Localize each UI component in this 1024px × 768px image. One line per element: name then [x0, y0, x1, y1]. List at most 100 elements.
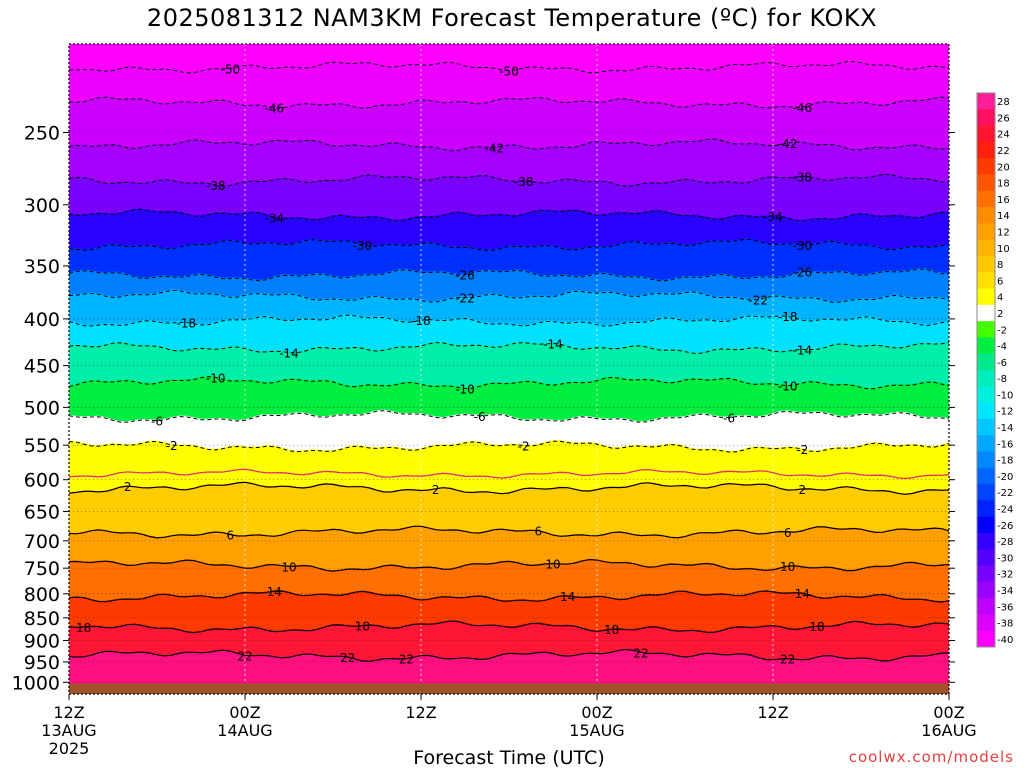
y-tick-label: 700 [24, 531, 60, 553]
colorbar-swatch [977, 500, 995, 517]
colorbar-swatch [977, 467, 995, 485]
y-tick-label: 600 [24, 470, 60, 492]
temperature-band [69, 409, 949, 453]
x-tick-label: 16AUG [921, 721, 976, 740]
isotherm-label: -38 [793, 170, 813, 184]
colorbar-label: -18 [997, 456, 1013, 467]
isotherm-label: 14 [795, 587, 810, 601]
temperature-band [69, 173, 949, 222]
colorbar-swatch [977, 630, 995, 648]
colorbar-swatch [977, 451, 995, 469]
isotherm-label: -10 [455, 382, 475, 396]
colorbar-swatch [977, 353, 995, 371]
temperature-band [69, 590, 949, 634]
colorbar-swatch [977, 549, 995, 566]
isotherm-label: 10 [545, 557, 560, 571]
isotherm-label: -14 [279, 347, 299, 361]
x-tick-label: 12Z [405, 703, 436, 722]
y-tick-label: 250 [24, 122, 60, 144]
isotherm-label: -34 [763, 210, 783, 224]
colorbar-swatch [977, 321, 995, 338]
isotherm-label: 18 [604, 623, 619, 637]
isotherm-label: 2 [799, 483, 807, 497]
isotherm-label: -10 [206, 372, 226, 386]
isotherm-line [69, 648, 949, 662]
isotherm-label: -6 [151, 415, 163, 429]
temperature-band [69, 96, 949, 152]
isotherm-label: 22 [633, 646, 648, 660]
colorbar-swatch [977, 386, 995, 403]
y-tick-label: 650 [24, 501, 60, 523]
colorbar-label: -12 [997, 407, 1013, 418]
colorbar-label: -10 [997, 390, 1013, 401]
colorbar-swatch [977, 190, 995, 208]
x-axis-label: Forecast Time (UTC) [413, 747, 604, 768]
grid-lines [69, 44, 949, 694]
temperature-band [69, 525, 949, 573]
isotherm-label: -18 [411, 314, 431, 328]
colorbar-label: -22 [997, 488, 1013, 499]
temperature-band [69, 138, 949, 188]
colorbar-label: 10 [997, 244, 1010, 255]
isotherm-label: -6 [723, 412, 735, 426]
colorbar-label: -14 [997, 423, 1013, 434]
isotherm-label: 22 [399, 653, 414, 667]
isotherm-label: -42 [778, 137, 798, 151]
isotherm-label: 10 [281, 560, 296, 574]
isotherm-contours: -50 -50 -46 -46 -42 -42 -38 -38 -38 -34 -34 -30 -30 -… [69, 60, 949, 667]
temperature-band [69, 375, 949, 424]
colorbar-label: 2 [997, 309, 1003, 320]
colorbar-swatch [977, 255, 995, 273]
isotherm-label: -18 [778, 310, 798, 324]
x-tick-label: 00Z [229, 703, 260, 722]
isotherm-label: 18 [355, 620, 370, 634]
isotherm-label: 22 [237, 649, 252, 663]
isotherm-label: 6 [535, 525, 543, 539]
colorbar-label: 4 [997, 293, 1003, 304]
isotherm-label: -2 [166, 439, 178, 453]
colorbar-swatch [977, 418, 995, 436]
colorbar-swatch [977, 581, 995, 599]
isotherm-line [69, 558, 949, 572]
y-tick-label: 450 [24, 356, 60, 378]
isotherm-label: -18 [177, 316, 197, 330]
x-tick-label: 13AUG [41, 721, 96, 740]
colorbar-swatch [977, 223, 995, 240]
colorbar-swatch [977, 337, 995, 355]
colorbar-swatch [977, 614, 995, 632]
isotherm-label: -22 [749, 293, 769, 307]
colorbar-label: 22 [997, 146, 1010, 157]
isotherm-label: 18 [76, 621, 91, 635]
colorbar-label: 6 [997, 276, 1003, 287]
temperature-band [69, 60, 949, 110]
ground-surface-fill [69, 683, 949, 694]
colorbar-swatch [977, 239, 995, 257]
colorbar-label: -4 [997, 342, 1007, 353]
y-tick-label: 400 [24, 309, 60, 331]
colorbar-swatch [977, 207, 995, 224]
colorbar-swatch [977, 141, 995, 159]
y-tick-label: 750 [24, 558, 60, 580]
isotherm-line [69, 620, 949, 634]
colorbar-swatch [977, 288, 995, 306]
colorbar-label: -40 [997, 635, 1013, 646]
colorbar-label: 18 [997, 179, 1010, 190]
isotherm-label: 6 [227, 529, 235, 543]
colorbar-label: 28 [997, 97, 1010, 108]
temperature-band [69, 314, 949, 355]
colorbar-label: -32 [997, 570, 1013, 581]
x-tick-label: 15AUG [569, 721, 624, 740]
colorbar-swatch [977, 93, 995, 110]
x-tick-label: 00Z [933, 703, 964, 722]
y-tick-label: 500 [24, 397, 60, 419]
y-axis: 2503003504004505005506006507007508008509… [12, 122, 955, 694]
isotherm-line [69, 60, 949, 74]
colorbar-legend: 28 26 24 22 20 18 16 14 12 10 8 6 4 2 -2 -4 -6 -8 -10 -12 -1… [976, 92, 1013, 648]
x-tick-label: 12Z [757, 703, 788, 722]
isotherm-label: 22 [340, 651, 355, 665]
isotherm-line [69, 208, 949, 222]
temperature-band [69, 481, 949, 539]
y-tick-label: 300 [24, 195, 60, 217]
isotherm-label: -38 [206, 179, 226, 193]
